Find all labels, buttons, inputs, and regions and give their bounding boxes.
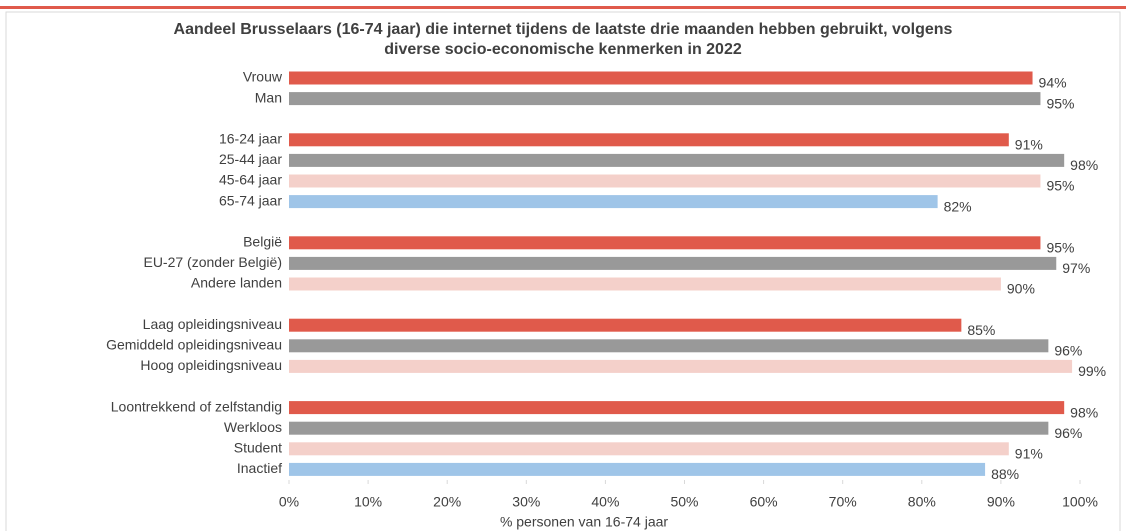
value-label: 91% bbox=[1015, 137, 1043, 153]
y-tick-label: België bbox=[243, 234, 282, 250]
value-label: 95% bbox=[1046, 95, 1074, 111]
bar bbox=[289, 174, 1041, 188]
value-label: 96% bbox=[1054, 425, 1082, 441]
value-label: 99% bbox=[1078, 363, 1106, 379]
bar bbox=[289, 71, 1033, 85]
bar bbox=[289, 421, 1049, 435]
y-tick-label: Man bbox=[255, 89, 282, 105]
bar bbox=[289, 339, 1049, 353]
y-tick-label: 16-24 jaar bbox=[219, 131, 282, 147]
top-rule bbox=[0, 6, 1126, 9]
value-label: 98% bbox=[1070, 157, 1098, 173]
x-tick-label: 60% bbox=[750, 494, 778, 510]
value-label: 82% bbox=[944, 198, 972, 214]
bar bbox=[289, 92, 1041, 106]
y-tick-label: 25-44 jaar bbox=[219, 151, 282, 167]
bar bbox=[289, 359, 1073, 373]
y-tick-label: Werkloos bbox=[224, 419, 282, 435]
bar bbox=[289, 462, 986, 476]
bar bbox=[289, 133, 1009, 147]
y-tick-label: Inactief bbox=[237, 460, 282, 476]
x-tick-label: 50% bbox=[670, 494, 698, 510]
value-label: 88% bbox=[991, 466, 1019, 482]
x-tick-label: 90% bbox=[987, 494, 1015, 510]
y-tick-label: Gemiddeld opleidingsniveau bbox=[106, 337, 282, 353]
value-label: 98% bbox=[1070, 404, 1098, 420]
bar bbox=[289, 195, 938, 209]
value-label: 90% bbox=[1007, 281, 1035, 297]
y-tick-label: EU-27 (zonder België) bbox=[143, 254, 282, 270]
y-tick-label: Laag opleidingsniveau bbox=[143, 316, 282, 332]
bar bbox=[289, 318, 962, 332]
y-tick-label: 45-64 jaar bbox=[219, 172, 282, 188]
bar bbox=[289, 236, 1041, 250]
value-label: 96% bbox=[1054, 343, 1082, 359]
y-tick-label: 65-74 jaar bbox=[219, 192, 282, 208]
value-label: 91% bbox=[1015, 446, 1043, 462]
x-tick-label: 10% bbox=[354, 494, 382, 510]
bar bbox=[289, 401, 1065, 415]
value-label: 95% bbox=[1046, 178, 1074, 194]
x-tick-label: 0% bbox=[279, 494, 299, 510]
bar bbox=[289, 256, 1057, 270]
x-tick-label: 40% bbox=[591, 494, 619, 510]
y-tick-label: Hoog opleidingsniveau bbox=[140, 357, 282, 373]
value-label: 95% bbox=[1046, 240, 1074, 256]
y-tick-label: Andere landen bbox=[191, 275, 282, 291]
y-tick-label: Student bbox=[234, 440, 282, 456]
x-tick-label: 70% bbox=[829, 494, 857, 510]
bar bbox=[289, 277, 1001, 291]
x-tick-label: 30% bbox=[512, 494, 540, 510]
value-label: 97% bbox=[1062, 260, 1090, 276]
value-label: 85% bbox=[967, 322, 995, 338]
x-axis-label: % personen van 16-74 jaar bbox=[500, 514, 668, 530]
value-label: 94% bbox=[1039, 75, 1067, 91]
chart-title: Aandeel Brusselaars (16-74 jaar) die int… bbox=[173, 21, 953, 58]
bar bbox=[289, 442, 1009, 456]
x-tick-label: 20% bbox=[433, 494, 461, 510]
x-tick-label: 80% bbox=[908, 494, 936, 510]
y-tick-label: Loontrekkend of zelfstandig bbox=[111, 398, 282, 414]
bar bbox=[289, 153, 1065, 167]
y-tick-label: Vrouw bbox=[243, 69, 283, 85]
x-tick-label: 100% bbox=[1062, 494, 1098, 510]
